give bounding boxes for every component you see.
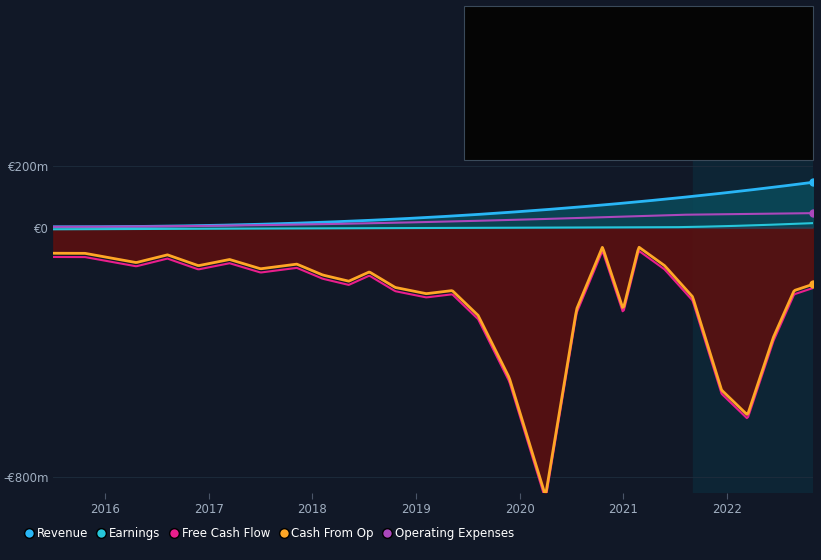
- Text: -€434.891m /yr: -€434.891m /yr: [631, 86, 713, 96]
- Text: Free Cash Flow: Free Cash Flow: [475, 86, 553, 96]
- Legend: Revenue, Earnings, Free Cash Flow, Cash From Op, Operating Expenses: Revenue, Earnings, Free Cash Flow, Cash …: [22, 522, 519, 545]
- Text: -€419.546m /yr: -€419.546m /yr: [631, 105, 713, 115]
- Text: 40.7% profit margin: 40.7% profit margin: [631, 68, 750, 78]
- Text: €60.233m /yr: €60.233m /yr: [631, 53, 702, 63]
- Text: €147.934m /yr: €147.934m /yr: [631, 34, 709, 43]
- Text: Earnings: Earnings: [475, 53, 520, 63]
- Bar: [693, 157, 813, 493]
- Text: Revenue: Revenue: [475, 34, 520, 43]
- Text: Cash From Op: Cash From Op: [475, 105, 548, 115]
- Text: Operating Expenses: Operating Expenses: [475, 124, 580, 134]
- Text: €73.498m /yr: €73.498m /yr: [631, 124, 702, 134]
- Text: Jun 30 2022: Jun 30 2022: [475, 16, 557, 29]
